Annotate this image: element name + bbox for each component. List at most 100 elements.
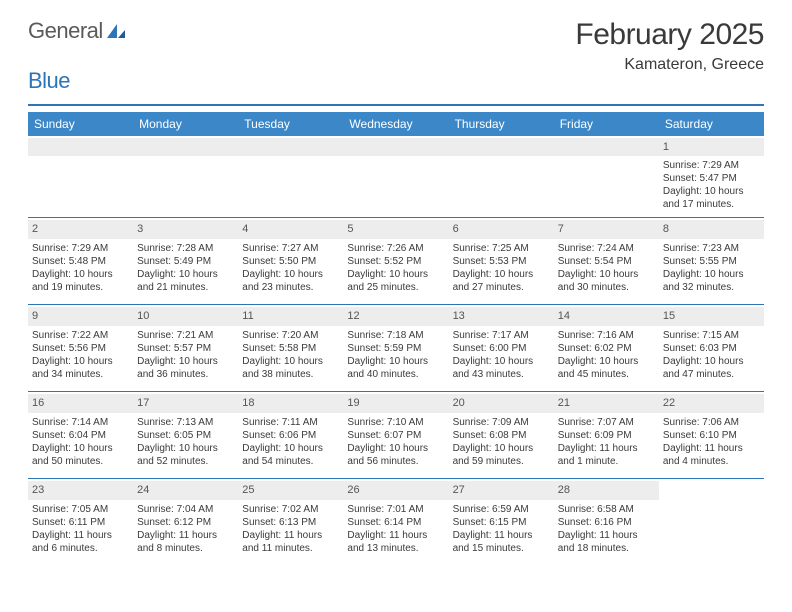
day-header: Monday — [133, 112, 238, 136]
sunrise-text: Sunrise: 7:01 AM — [347, 503, 444, 516]
day-number: 6 — [449, 220, 554, 238]
day-number: 16 — [28, 394, 133, 412]
sunrise-text: Sunrise: 7:09 AM — [453, 416, 550, 429]
day2-text: and 52 minutes. — [137, 455, 234, 468]
sunset-text: Sunset: 6:03 PM — [663, 342, 760, 355]
day-number: 22 — [659, 394, 764, 412]
day1-text: Daylight: 10 hours — [347, 355, 444, 368]
month-title: February 2025 — [575, 18, 764, 52]
day1-text: Daylight: 10 hours — [663, 185, 760, 198]
calendar-cell: 20Sunrise: 7:09 AMSunset: 6:08 PMDayligh… — [449, 392, 554, 478]
sunset-text: Sunset: 6:07 PM — [347, 429, 444, 442]
day1-text: Daylight: 10 hours — [242, 355, 339, 368]
day2-text: and 32 minutes. — [663, 281, 760, 294]
sunset-text: Sunset: 6:12 PM — [137, 516, 234, 529]
day1-text: Daylight: 11 hours — [242, 529, 339, 542]
sunset-text: Sunset: 6:10 PM — [663, 429, 760, 442]
sunset-text: Sunset: 5:53 PM — [453, 255, 550, 268]
brand-word2: Blue — [28, 68, 70, 94]
day-number: 1 — [659, 138, 764, 156]
sunset-text: Sunset: 6:06 PM — [242, 429, 339, 442]
day2-text: and 50 minutes. — [32, 455, 129, 468]
sunset-text: Sunset: 5:58 PM — [242, 342, 339, 355]
sunset-text: Sunset: 5:55 PM — [663, 255, 760, 268]
calendar-grid: Sunday Monday Tuesday Wednesday Thursday… — [28, 112, 764, 565]
day2-text: and 4 minutes. — [663, 455, 760, 468]
calendar-cell: 9Sunrise: 7:22 AMSunset: 5:56 PMDaylight… — [28, 305, 133, 391]
brand-word1: General — [28, 18, 103, 44]
sunset-text: Sunset: 5:56 PM — [32, 342, 129, 355]
calendar-week: 1Sunrise: 7:29 AMSunset: 5:47 PMDaylight… — [28, 136, 764, 217]
day-number: 27 — [449, 481, 554, 499]
day2-text: and 18 minutes. — [558, 542, 655, 555]
sunset-text: Sunset: 6:16 PM — [558, 516, 655, 529]
calendar-cell: 24Sunrise: 7:04 AMSunset: 6:12 PMDayligh… — [133, 479, 238, 565]
day-number: 3 — [133, 220, 238, 238]
day2-text: and 36 minutes. — [137, 368, 234, 381]
day2-text: and 56 minutes. — [347, 455, 444, 468]
day-header: Wednesday — [343, 112, 448, 136]
day-number: 18 — [238, 394, 343, 412]
calendar-cell: 25Sunrise: 7:02 AMSunset: 6:13 PMDayligh… — [238, 479, 343, 565]
day-number: 11 — [238, 307, 343, 325]
title-block: February 2025 Kamateron, Greece — [575, 18, 764, 74]
sunset-text: Sunset: 5:49 PM — [137, 255, 234, 268]
calendar-cell: 22Sunrise: 7:06 AMSunset: 6:10 PMDayligh… — [659, 392, 764, 478]
day2-text: and 34 minutes. — [32, 368, 129, 381]
day-number-band — [238, 138, 343, 156]
calendar-cell: 13Sunrise: 7:17 AMSunset: 6:00 PMDayligh… — [449, 305, 554, 391]
calendar-cell: 27Sunrise: 6:59 AMSunset: 6:15 PMDayligh… — [449, 479, 554, 565]
sunrise-text: Sunrise: 6:59 AM — [453, 503, 550, 516]
sunset-text: Sunset: 6:04 PM — [32, 429, 129, 442]
day1-text: Daylight: 10 hours — [347, 442, 444, 455]
calendar-cell-empty — [554, 136, 659, 217]
calendar-cell: 3Sunrise: 7:28 AMSunset: 5:49 PMDaylight… — [133, 218, 238, 304]
day2-text: and 23 minutes. — [242, 281, 339, 294]
day-number: 24 — [133, 481, 238, 499]
day1-text: Daylight: 10 hours — [32, 355, 129, 368]
sunset-text: Sunset: 6:02 PM — [558, 342, 655, 355]
day1-text: Daylight: 10 hours — [663, 268, 760, 281]
calendar-cell: 8Sunrise: 7:23 AMSunset: 5:55 PMDaylight… — [659, 218, 764, 304]
day2-text: and 13 minutes. — [347, 542, 444, 555]
calendar-cell: 7Sunrise: 7:24 AMSunset: 5:54 PMDaylight… — [554, 218, 659, 304]
sunset-text: Sunset: 6:14 PM — [347, 516, 444, 529]
calendar-cell: 12Sunrise: 7:18 AMSunset: 5:59 PMDayligh… — [343, 305, 448, 391]
sunrise-text: Sunrise: 7:18 AM — [347, 329, 444, 342]
sunrise-text: Sunrise: 7:23 AM — [663, 242, 760, 255]
location-label: Kamateron, Greece — [575, 56, 764, 74]
calendar-week: 16Sunrise: 7:14 AMSunset: 6:04 PMDayligh… — [28, 391, 764, 478]
day2-text: and 11 minutes. — [242, 542, 339, 555]
sunrise-text: Sunrise: 7:29 AM — [663, 159, 760, 172]
calendar-cell: 19Sunrise: 7:10 AMSunset: 6:07 PMDayligh… — [343, 392, 448, 478]
day1-text: Daylight: 10 hours — [558, 355, 655, 368]
sunset-text: Sunset: 5:57 PM — [137, 342, 234, 355]
day1-text: Daylight: 11 hours — [32, 529, 129, 542]
day2-text: and 19 minutes. — [32, 281, 129, 294]
sunrise-text: Sunrise: 7:24 AM — [558, 242, 655, 255]
calendar-cell: 18Sunrise: 7:11 AMSunset: 6:06 PMDayligh… — [238, 392, 343, 478]
day-number-band — [343, 138, 448, 156]
sunset-text: Sunset: 6:00 PM — [453, 342, 550, 355]
sunset-text: Sunset: 5:50 PM — [242, 255, 339, 268]
day-number: 2 — [28, 220, 133, 238]
sunset-text: Sunset: 5:48 PM — [32, 255, 129, 268]
day1-text: Daylight: 10 hours — [453, 355, 550, 368]
day-number: 19 — [343, 394, 448, 412]
sunset-text: Sunset: 6:13 PM — [242, 516, 339, 529]
calendar-cell: 28Sunrise: 6:58 AMSunset: 6:16 PMDayligh… — [554, 479, 659, 565]
day-number-band — [28, 138, 133, 156]
day-number: 7 — [554, 220, 659, 238]
sunrise-text: Sunrise: 7:21 AM — [137, 329, 234, 342]
sunrise-text: Sunrise: 7:26 AM — [347, 242, 444, 255]
day-number: 23 — [28, 481, 133, 499]
brand-logo: General — [28, 18, 127, 44]
day1-text: Daylight: 10 hours — [242, 442, 339, 455]
day-header: Tuesday — [238, 112, 343, 136]
day-number: 20 — [449, 394, 554, 412]
day1-text: Daylight: 10 hours — [347, 268, 444, 281]
day-number: 28 — [554, 481, 659, 499]
day1-text: Daylight: 10 hours — [137, 442, 234, 455]
day2-text: and 8 minutes. — [137, 542, 234, 555]
day1-text: Daylight: 11 hours — [453, 529, 550, 542]
